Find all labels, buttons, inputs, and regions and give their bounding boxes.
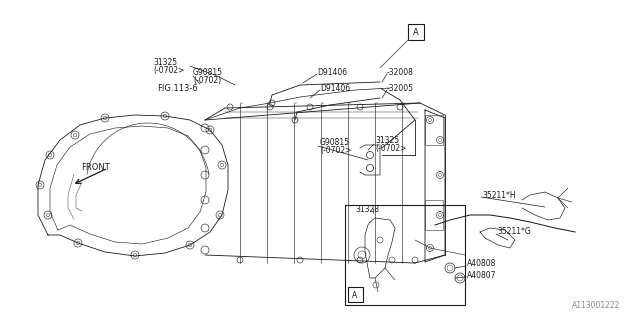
- Text: D91406: D91406: [317, 68, 347, 76]
- Text: (-0702): (-0702): [193, 76, 221, 84]
- Text: -32008: -32008: [387, 68, 414, 76]
- Text: A113001222: A113001222: [572, 301, 620, 310]
- Bar: [345, 205, 465, 305]
- Text: A40807: A40807: [467, 270, 497, 279]
- Text: A40808: A40808: [467, 260, 497, 268]
- Text: (-0702>: (-0702>: [320, 146, 351, 155]
- Text: -32005: -32005: [387, 84, 414, 92]
- Text: (-0702>: (-0702>: [375, 143, 406, 153]
- Text: 35211*H: 35211*H: [482, 190, 516, 199]
- Text: (-0702>: (-0702>: [153, 66, 184, 75]
- Text: G90815: G90815: [193, 68, 223, 76]
- Bar: [425, 200, 443, 230]
- Bar: [348, 287, 363, 302]
- Text: D91406: D91406: [320, 84, 350, 92]
- Text: A: A: [413, 28, 419, 36]
- Text: FIG.113-6: FIG.113-6: [157, 84, 198, 92]
- Text: FRONT: FRONT: [81, 163, 109, 172]
- Bar: [425, 115, 443, 145]
- Text: 31325: 31325: [153, 58, 177, 67]
- Text: 31325: 31325: [375, 135, 399, 145]
- Text: 31328: 31328: [355, 205, 379, 214]
- Text: 35211*G: 35211*G: [497, 228, 531, 236]
- Text: A: A: [353, 291, 358, 300]
- Bar: [408, 24, 424, 40]
- Text: G90815: G90815: [320, 138, 350, 147]
